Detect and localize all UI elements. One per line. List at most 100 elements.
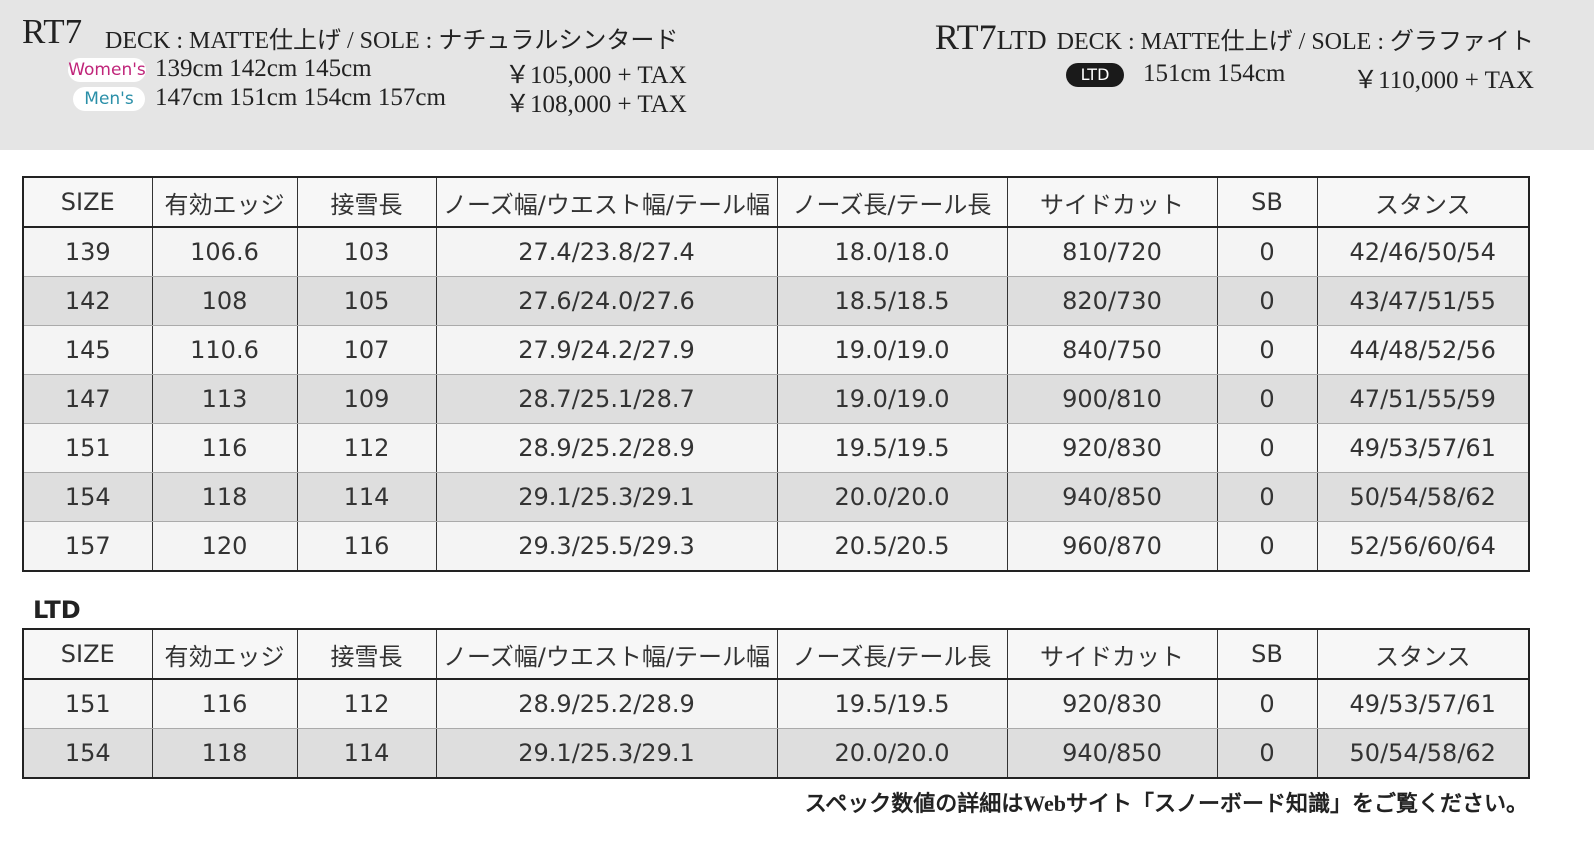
cell: 810/720 bbox=[1006, 227, 1217, 277]
row: 154 118 114 29.1/25.3/29.1 20.0/20.0 940/850 0… bbox=[22, 472, 1529, 522]
column-header: スタンス bbox=[1316, 177, 1529, 228]
cell: 112 bbox=[296, 679, 436, 729]
cell: 105 bbox=[296, 276, 436, 326]
cell: 114 bbox=[296, 728, 436, 779]
cell: 29.3/25.5/29.3 bbox=[435, 521, 777, 572]
cell: 154 bbox=[22, 728, 152, 779]
cell: 47/51/55/59 bbox=[1316, 374, 1529, 424]
cell: 107 bbox=[296, 325, 436, 375]
model: RT7 bbox=[934, 17, 997, 57]
cell: 19.5/19.5 bbox=[776, 679, 1007, 729]
cell: 940/850 bbox=[1006, 472, 1217, 522]
cell: 19.0/19.0 bbox=[776, 374, 1007, 424]
cell: 20.5/20.5 bbox=[776, 521, 1007, 572]
cell: 19.5/19.5 bbox=[776, 423, 1007, 473]
section-title: LTD bbox=[33, 596, 81, 624]
cell: 27.9/24.2/27.9 bbox=[435, 325, 777, 375]
ltd-spec-table: SIZE 有効エッジ 接雪長 ノーズ幅/ウエスト幅/テール幅 ノーズ長/テール長 サイドカ… bbox=[22, 628, 1530, 779]
spec: DECK : MATTE仕上げ / SOLE : グラファイト bbox=[1056, 29, 1534, 55]
cell: 151 bbox=[22, 679, 152, 729]
row: 139 106.6 103 27.4/23.8/27.4 18.0/18.0 810/72… bbox=[22, 227, 1529, 277]
row: 151 116 112 28.9/25.2/28.9 19.5/19.5 920/830 0… bbox=[22, 423, 1529, 473]
spec: DECK : MATTE仕上げ / SOLE : ナチュラルシンタード bbox=[105, 28, 679, 54]
cell: 42/46/50/54 bbox=[1316, 227, 1529, 277]
cell: 0 bbox=[1216, 325, 1317, 375]
cell: 29.1/25.3/29.1 bbox=[435, 472, 777, 522]
cell: 49/53/57/61 bbox=[1316, 423, 1529, 473]
cell: 44/48/52/56 bbox=[1316, 325, 1529, 375]
cell: 18.0/18.0 bbox=[776, 227, 1007, 277]
sizes: 147cm 151cm 154cm 157cm bbox=[155, 84, 446, 111]
cell: 116 bbox=[151, 423, 297, 473]
cell: 28.9/25.2/28.9 bbox=[435, 679, 777, 729]
column-header: ノーズ幅/ウエスト幅/テール幅 bbox=[435, 177, 777, 228]
cell: 116 bbox=[296, 521, 436, 572]
column-header: ノーズ幅/ウエスト幅/テール幅 bbox=[435, 629, 777, 680]
cell: 50/54/58/62 bbox=[1316, 728, 1529, 779]
cell: 145 bbox=[22, 325, 152, 375]
cell: 118 bbox=[151, 728, 297, 779]
cell: 118 bbox=[151, 472, 297, 522]
cell: 27.4/23.8/27.4 bbox=[435, 227, 777, 277]
cell: 920/830 bbox=[1006, 679, 1217, 729]
cell: 120 bbox=[151, 521, 297, 572]
cell: 20.0/20.0 bbox=[776, 728, 1007, 779]
men-badge: Men's bbox=[73, 87, 145, 111]
column-header: 有効エッジ bbox=[151, 629, 297, 680]
row: 151 116 112 28.9/25.2/28.9 19.5/19.5 920/830 0… bbox=[22, 679, 1529, 729]
row: 154 118 114 29.1/25.3/29.1 20.0/20.0 940/850 0… bbox=[22, 728, 1529, 779]
cell: 109 bbox=[296, 374, 436, 424]
sizes: 151cm 154cm bbox=[1143, 60, 1286, 87]
cell: 113 bbox=[151, 374, 297, 424]
row: 147 113 109 28.7/25.1/28.7 19.0/19.0 900/810 0… bbox=[22, 374, 1529, 424]
column-header: SIZE bbox=[22, 629, 152, 680]
cell: 20.0/20.0 bbox=[776, 472, 1007, 522]
header-row: SIZE 有効エッジ 接雪長 ノーズ幅/ウエスト幅/テール幅 ノーズ長/テール長 サイドカ… bbox=[22, 629, 1529, 680]
column-header: ノーズ長/テール長 bbox=[776, 629, 1007, 680]
women-badge: Women's bbox=[68, 58, 146, 82]
cell: 106.6 bbox=[151, 227, 297, 277]
cell: 840/750 bbox=[1006, 325, 1217, 375]
model: RT7 bbox=[22, 12, 83, 51]
cell: 114 bbox=[296, 472, 436, 522]
column-header: 有効エッジ bbox=[151, 177, 297, 228]
column-header: サイドカット bbox=[1006, 177, 1217, 228]
cell: 18.5/18.5 bbox=[776, 276, 1007, 326]
cell: 103 bbox=[296, 227, 436, 277]
cell: 960/870 bbox=[1006, 521, 1217, 572]
row: 157 120 116 29.3/25.5/29.3 20.5/20.5 960/870 0… bbox=[22, 521, 1529, 572]
price: ￥110,000 + TAX bbox=[1353, 67, 1534, 94]
cell: 0 bbox=[1216, 472, 1317, 522]
spec-table: SIZE 有効エッジ 接雪長 ノーズ幅/ウエスト幅/テール幅 ノーズ長/テール長 サイドカ… bbox=[22, 176, 1530, 572]
cell: 50/54/58/62 bbox=[1316, 472, 1529, 522]
cell: 116 bbox=[151, 679, 297, 729]
price: ￥105,000 + TAX bbox=[505, 62, 687, 89]
cell: 28.7/25.1/28.7 bbox=[435, 374, 777, 424]
cell: 0 bbox=[1216, 227, 1317, 277]
cell: 820/730 bbox=[1006, 276, 1217, 326]
cell: 0 bbox=[1216, 423, 1317, 473]
header-row: SIZE 有効エッジ 接雪長 ノーズ幅/ウエスト幅/テール幅 ノーズ長/テール長 サイドカ… bbox=[22, 177, 1529, 228]
cell: 940/850 bbox=[1006, 728, 1217, 779]
cell: 52/56/60/64 bbox=[1316, 521, 1529, 572]
cell: 0 bbox=[1216, 521, 1317, 572]
cell: 920/830 bbox=[1006, 423, 1217, 473]
cell: 110.6 bbox=[151, 325, 297, 375]
cell: 108 bbox=[151, 276, 297, 326]
footer-note: スペック数値の詳細はWebサイト「スノーボード知識」をご覧ください。 bbox=[804, 791, 1528, 816]
cell: 112 bbox=[296, 423, 436, 473]
price: ￥108,000 + TAX bbox=[505, 91, 687, 118]
cell: 142 bbox=[22, 276, 152, 326]
cell: 27.6/24.0/27.6 bbox=[435, 276, 777, 326]
sizes: 139cm 142cm 145cm bbox=[155, 55, 372, 82]
column-header: 接雪長 bbox=[296, 629, 436, 680]
cell: 154 bbox=[22, 472, 152, 522]
right-title: RT7 LTD DECK : MATTE仕上げ / SOLE : グラファイト bbox=[935, 16, 1534, 58]
column-header: SB bbox=[1216, 629, 1317, 680]
column-header: SIZE bbox=[22, 177, 152, 228]
cell: 157 bbox=[22, 521, 152, 572]
cell: 43/47/51/55 bbox=[1316, 276, 1529, 326]
cell: 49/53/57/61 bbox=[1316, 679, 1529, 729]
row: 142 108 105 27.6/24.0/27.6 18.5/18.5 820/730 0… bbox=[22, 276, 1529, 326]
